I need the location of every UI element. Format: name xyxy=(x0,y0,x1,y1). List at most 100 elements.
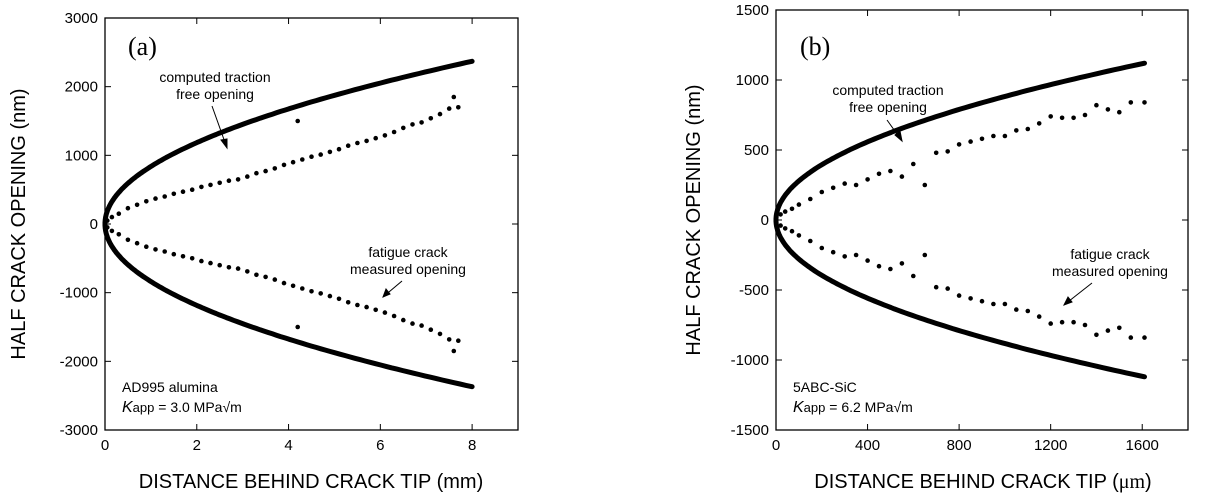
data-point xyxy=(254,272,259,278)
data-point xyxy=(189,255,195,261)
data-point xyxy=(226,178,232,183)
data-point xyxy=(911,273,916,279)
panel-label: (b) xyxy=(800,32,830,61)
data-point xyxy=(796,202,802,207)
data-point xyxy=(295,324,301,330)
data-point xyxy=(968,296,973,301)
data-point xyxy=(401,317,406,323)
data-point xyxy=(451,94,457,100)
data-point xyxy=(979,298,985,304)
data-point xyxy=(853,182,859,188)
curve-upper xyxy=(773,60,1147,223)
x-tick-label: 8 xyxy=(468,437,476,454)
data-point xyxy=(945,149,950,154)
data-point xyxy=(199,258,204,264)
y-tick-label: 0 xyxy=(761,212,769,229)
annotation-computed-line1: computed traction xyxy=(159,69,270,85)
data-point xyxy=(876,171,882,177)
data-point xyxy=(1094,332,1099,338)
data-point xyxy=(245,269,250,274)
data-point xyxy=(1014,307,1019,312)
data-point xyxy=(1025,126,1031,132)
data-point xyxy=(254,170,259,176)
data-point xyxy=(364,138,369,144)
data-point xyxy=(782,226,788,231)
x-tick-label: 1200 xyxy=(1034,437,1067,454)
y-tick-label: 3000 xyxy=(65,10,98,27)
data-point xyxy=(162,249,167,254)
data-point xyxy=(281,280,287,286)
curve-upper xyxy=(102,58,475,227)
data-point xyxy=(789,228,795,234)
y-tick-label: -1000 xyxy=(731,352,769,369)
data-point xyxy=(888,168,893,174)
material-label: AD995 alumina xyxy=(122,379,218,395)
data-point xyxy=(290,283,296,289)
data-point xyxy=(345,300,351,305)
measured-points xyxy=(105,94,461,354)
data-point xyxy=(144,244,149,249)
data-point xyxy=(853,252,859,258)
x-tick-label: 1600 xyxy=(1126,437,1159,454)
data-point xyxy=(446,106,452,111)
data-point xyxy=(208,182,213,188)
data-point xyxy=(842,254,847,259)
data-point xyxy=(830,249,836,255)
data-point xyxy=(309,289,314,294)
data-point xyxy=(428,116,434,121)
panel-a: 0 2 4 6 8 -3000 -2000 -1000 0 1000 2000 3000 (a) D… xyxy=(8,10,519,493)
data-point xyxy=(171,191,177,197)
data-point xyxy=(171,251,177,257)
data-point xyxy=(1002,301,1008,307)
data-point xyxy=(819,189,825,195)
data-point xyxy=(888,266,893,272)
arrowhead xyxy=(894,130,903,143)
k-applied-label: Kapp = 3.0 MPa√m xyxy=(122,399,242,416)
data-point xyxy=(1071,115,1076,121)
data-point xyxy=(300,157,305,162)
panel-label: (a) xyxy=(128,32,157,61)
data-point xyxy=(1025,308,1031,314)
data-point xyxy=(1142,100,1147,105)
y-tick-label: -1500 xyxy=(731,422,769,439)
data-point xyxy=(116,232,122,237)
data-point xyxy=(899,261,905,266)
annotation-fatigue-line1: fatigue crack xyxy=(368,244,448,260)
data-point xyxy=(1117,325,1122,331)
y-tick-label: 0 xyxy=(90,216,98,233)
data-point xyxy=(1128,100,1134,105)
data-point xyxy=(1082,322,1088,328)
data-point xyxy=(1036,121,1042,126)
data-point xyxy=(290,159,296,165)
x-axis-label: DISTANCE BEHIND CRACK TIP (μm) xyxy=(814,471,1151,493)
data-point xyxy=(1048,114,1053,119)
x-axis-label: DISTANCE BEHIND CRACK TIP (mm) xyxy=(139,471,483,493)
data-point xyxy=(922,252,928,258)
data-point xyxy=(245,174,250,179)
y-tick-label: 1000 xyxy=(65,147,98,164)
data-point xyxy=(945,286,950,291)
data-point xyxy=(391,129,397,135)
data-point xyxy=(1105,328,1111,333)
data-point xyxy=(1014,128,1019,133)
data-point xyxy=(272,166,278,171)
data-point xyxy=(109,214,115,220)
data-point xyxy=(808,238,813,244)
y-tick-label: -3000 xyxy=(60,422,98,439)
data-point xyxy=(144,199,149,204)
data-point xyxy=(419,323,424,328)
data-point xyxy=(778,212,783,217)
data-point xyxy=(842,181,847,186)
data-point xyxy=(336,146,342,152)
data-point xyxy=(419,120,424,125)
x-tick-label: 0 xyxy=(772,437,780,454)
data-point xyxy=(911,161,916,167)
data-point xyxy=(125,237,131,243)
data-point xyxy=(272,277,278,282)
data-point xyxy=(226,265,232,270)
data-point xyxy=(1117,109,1122,115)
data-point xyxy=(401,125,406,131)
data-point xyxy=(153,247,158,252)
data-point xyxy=(456,105,461,110)
traction-free-curve xyxy=(773,60,1147,380)
